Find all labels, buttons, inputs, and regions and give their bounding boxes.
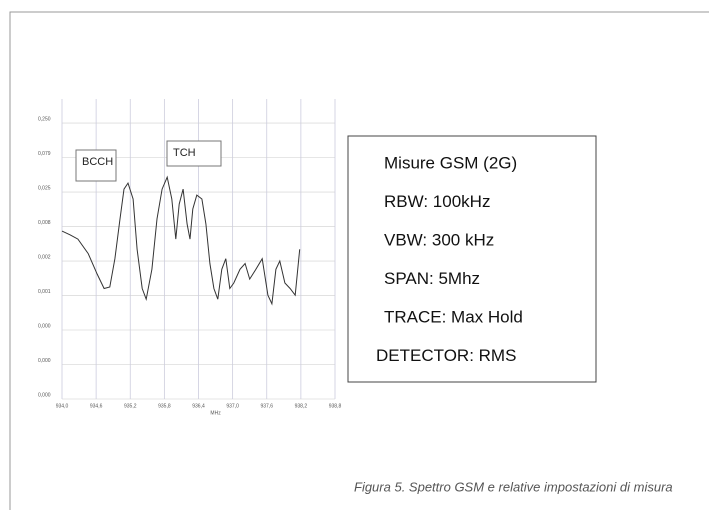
y-tick-label: 0,008 (38, 220, 51, 226)
trace (61, 175, 301, 306)
setting-line: SPAN: 5Mhz (384, 269, 480, 288)
annotation: TCH (173, 147, 196, 159)
setting-line: DETECTOR: RMS (376, 346, 516, 365)
setting-line: TRACE: Max Hold (384, 307, 523, 326)
y-tick-label: 0,002 (38, 254, 51, 260)
setting-line: VBW: 300 kHz (384, 230, 494, 249)
x-tick-label: 936,4 (192, 403, 205, 409)
y-tick-label: 0,000 (38, 323, 51, 329)
setting-line: Misure GSM (2G) (384, 153, 517, 172)
y-tick-label: 0,001 (38, 289, 51, 295)
x-tick-label: 934,6 (90, 403, 103, 409)
y-tick-label: 0,000 (38, 358, 51, 364)
y-tick-label: 0,250 (38, 116, 51, 122)
setting-line: RBW: 100kHz (384, 192, 490, 211)
annotation: BCCH (82, 156, 113, 168)
y-tick-label: 0,025 (38, 185, 51, 191)
caption: Figura 5. Spettro GSM e relative imposta… (354, 479, 673, 494)
x-tick-label: 937,0 (226, 403, 239, 409)
x-tick-label: 938,2 (295, 403, 308, 409)
frame (9, 11, 709, 510)
x-axis-label: MHz (210, 410, 221, 416)
x-tick-label: 935,8 (158, 403, 171, 409)
x-tick-label: 934,0 (56, 403, 69, 409)
x-tick-label: 935,2 (124, 403, 137, 409)
y-tick-label: 0,000 (38, 392, 51, 398)
annotation-box (75, 149, 117, 182)
y-tick-label: 0,079 (38, 151, 51, 157)
settings-box (347, 135, 597, 383)
annotation-box (166, 140, 222, 167)
x-tick-label: 937,6 (260, 403, 273, 409)
x-tick-label: 938,8 (329, 403, 342, 409)
